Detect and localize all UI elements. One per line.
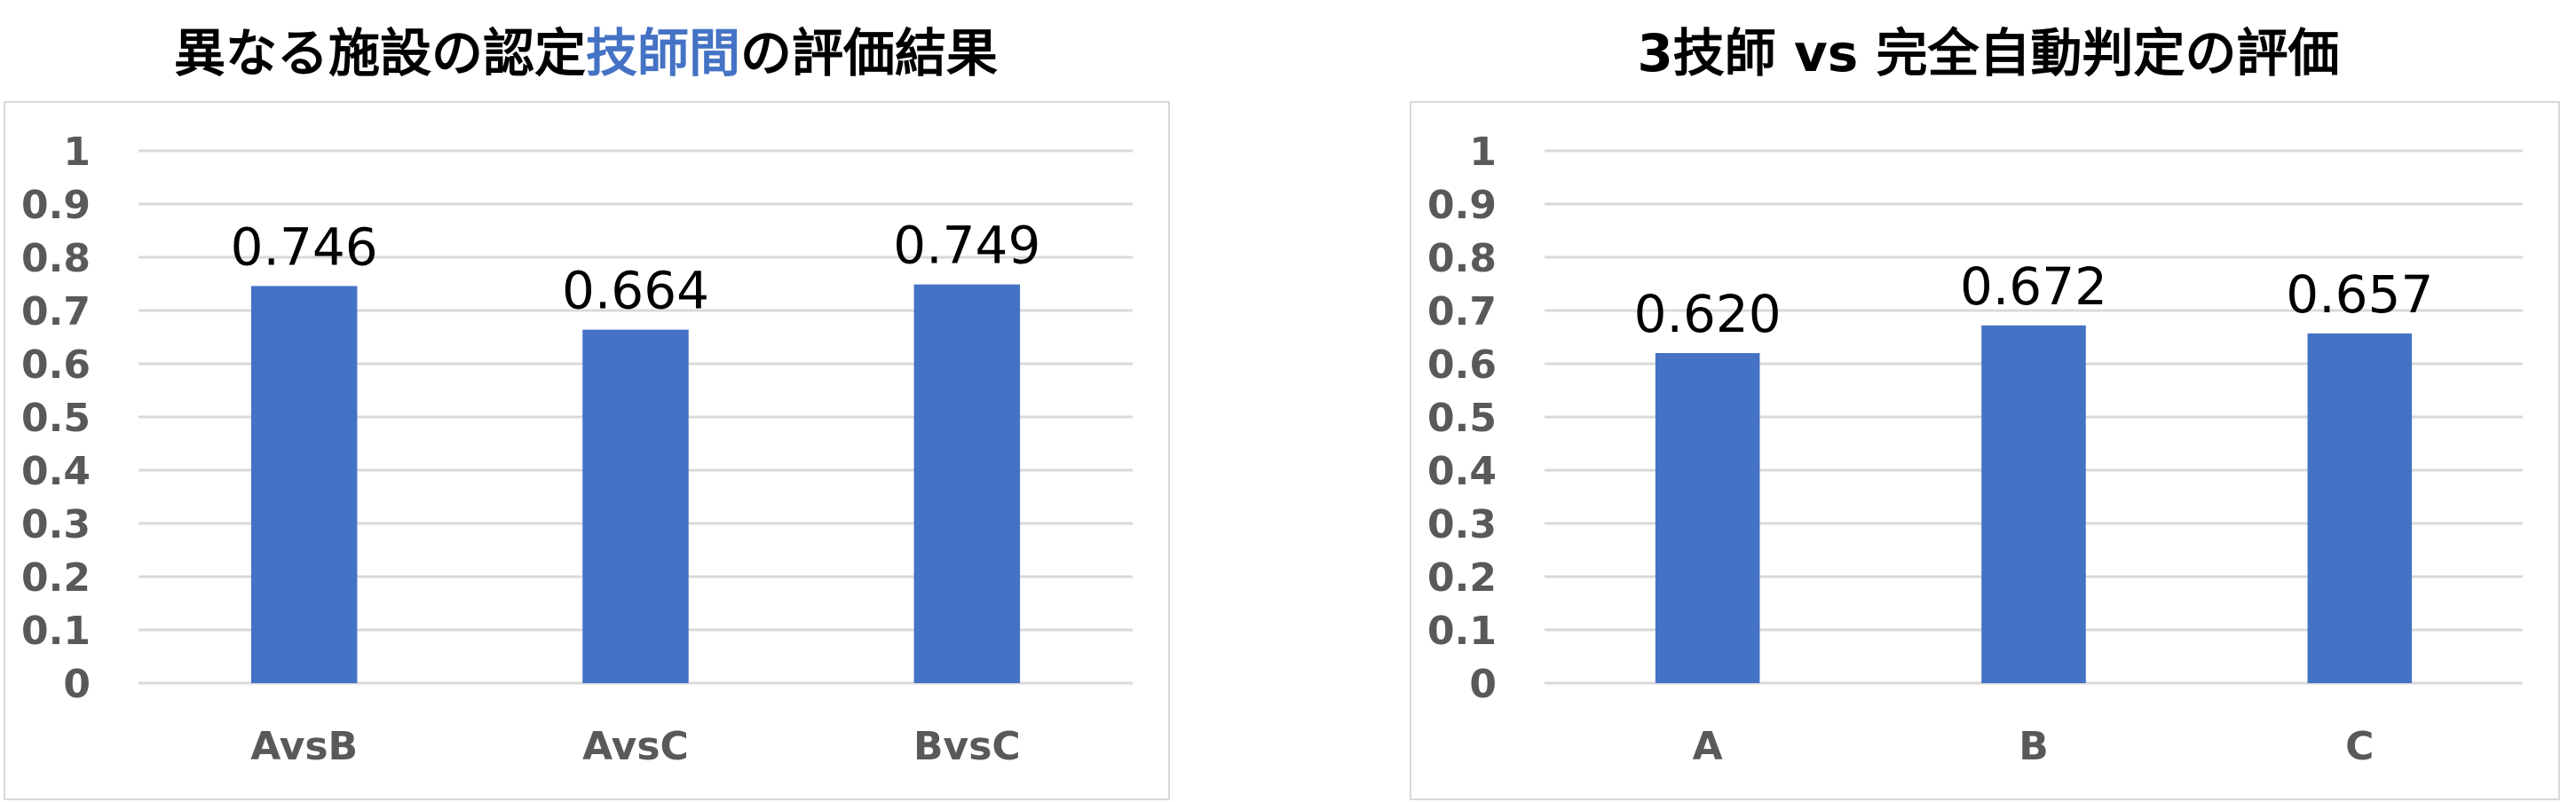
plot-area-1: 0 0.1 0.2 0.3 0.4 0.5 0.6 0.7 0.8 0.9 1 0.746 AvsB 0.… xyxy=(4,101,1170,800)
y-tick-label: 0.7 xyxy=(21,289,91,334)
bar-chart-1: 0 0.1 0.2 0.3 0.4 0.5 0.6 0.7 0.8 0.9 1 0.746 AvsB 0.… xyxy=(21,130,1133,769)
chart-title-1-highlight: 技師間 xyxy=(585,23,740,83)
bar xyxy=(913,284,1021,683)
bar xyxy=(2307,333,2413,683)
chart-panel-2: 3技師 vs 完全自動判定の評価 0 0.1 0.2 0.3 0.4 0.5 0.6 0.7 0… xyxy=(1406,0,2576,802)
y-tick-label: 1 xyxy=(1469,130,1497,175)
y-tick-label: 0.5 xyxy=(1427,396,1497,441)
y-tick-label: 0.2 xyxy=(1427,555,1497,601)
y-tick-label: 0.1 xyxy=(21,609,91,654)
data-label: 0.620 xyxy=(1634,284,1782,344)
y-tick-label: 0.2 xyxy=(21,555,91,601)
y-tick-label: 0.4 xyxy=(21,449,91,494)
x-category-label: B xyxy=(2019,724,2049,769)
data-label: 0.664 xyxy=(562,261,709,321)
x-category-label: AvsB xyxy=(250,724,358,769)
y-tick-label: 1 xyxy=(63,130,91,175)
bar xyxy=(250,286,358,683)
chart-title-1-post: の評価結果 xyxy=(740,23,999,83)
chart-title-2: 3技師 vs 完全自動判定の評価 xyxy=(1406,18,2571,89)
data-label: 0.749 xyxy=(893,216,1040,276)
chart-title-2-text: 3技師 vs 完全自動判定の評価 xyxy=(1637,23,2340,83)
data-label: 0.657 xyxy=(2286,264,2433,325)
chart-title-1: 異なる施設の認定技師間の評価結果 xyxy=(0,18,1172,89)
data-label: 0.746 xyxy=(231,216,378,277)
y-tick-label: 0.1 xyxy=(1427,609,1497,654)
y-tick-label: 0.6 xyxy=(1427,342,1497,388)
bar xyxy=(1655,353,1760,683)
y-tick-label: 0.7 xyxy=(1427,289,1497,334)
bar xyxy=(582,329,689,683)
bar xyxy=(1981,325,2086,683)
y-tick-label: 0 xyxy=(63,662,91,707)
bar-chart-2: 0 0.1 0.2 0.3 0.4 0.5 0.6 0.7 0.8 0.9 1 0.620 A 0.672… xyxy=(1427,130,2523,769)
y-tick-label: 0.8 xyxy=(1427,236,1497,281)
x-category-label: BvsC xyxy=(913,724,1021,769)
y-tick-label: 0.3 xyxy=(21,502,91,547)
data-label: 0.672 xyxy=(1960,256,2107,317)
y-tick-label: 0.9 xyxy=(1427,183,1497,228)
y-tick-label: 0.6 xyxy=(21,342,91,388)
y-tick-label: 0.8 xyxy=(21,236,91,281)
x-category-label: A xyxy=(1693,724,1723,769)
chart-panel-1: 異なる施設の認定技師間の評価結果 0 0.1 0.2 0.3 0.4 0.5 0.6 0.7 0… xyxy=(0,0,1172,802)
y-tick-label: 0.4 xyxy=(1427,449,1497,494)
y-tick-label: 0.3 xyxy=(1427,502,1497,547)
plot-area-2: 0 0.1 0.2 0.3 0.4 0.5 0.6 0.7 0.8 0.9 1 0.620 A 0.672… xyxy=(1410,101,2560,800)
x-category-label: AvsC xyxy=(582,724,689,769)
y-tick-label: 0 xyxy=(1469,662,1497,707)
chart-title-1-pre: 異なる施設の認定 xyxy=(173,23,586,83)
y-tick-label: 0.5 xyxy=(21,396,91,441)
y-tick-label: 0.9 xyxy=(21,183,91,228)
x-category-label: C xyxy=(2345,724,2374,769)
